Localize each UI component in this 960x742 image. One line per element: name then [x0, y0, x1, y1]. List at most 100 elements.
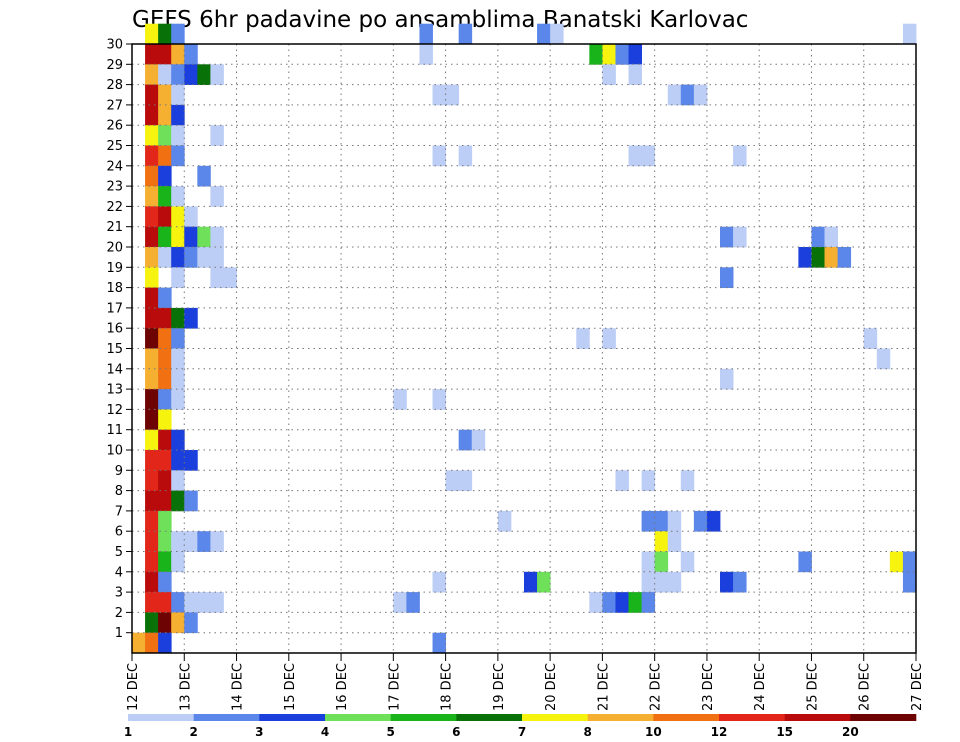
heatmap-cell: [889, 551, 904, 573]
heatmap-cell: [197, 592, 211, 613]
heatmap-cell: [680, 470, 695, 491]
y-tick-label: 14: [106, 362, 123, 377]
x-tick-label: 16 DEC: [335, 663, 350, 711]
y-tick-label: 27: [106, 98, 123, 113]
heatmap-cell: [145, 145, 159, 167]
heatmap-cell: [171, 125, 185, 146]
heatmap-cell: [432, 145, 446, 167]
heatmap-cell: [158, 145, 172, 167]
heatmap-cell: [158, 450, 172, 471]
heatmap-cell: [706, 510, 721, 532]
heatmap-cell: [654, 531, 669, 552]
heatmap-cell: [171, 44, 185, 65]
heatmap-cell: [615, 470, 629, 491]
heatmap-cell: [184, 612, 198, 634]
heatmap-cell: [524, 571, 538, 593]
y-tick-label: 1: [115, 626, 123, 641]
heatmap-cell: [406, 592, 420, 613]
heatmap-cell: [628, 44, 642, 65]
colorbar-swatch: [128, 714, 194, 721]
heatmap-cell: [602, 328, 616, 349]
heatmap-cell: [680, 551, 695, 573]
colorbar-swatch: [390, 714, 457, 721]
heatmap-cell: [628, 64, 642, 85]
heatmap-cell: [680, 84, 695, 106]
y-tick-label: 22: [106, 200, 123, 215]
heatmap-cell: [641, 145, 656, 167]
heatmap-cell: [798, 551, 812, 573]
heatmap-cell: [537, 23, 551, 45]
colorbar-swatch: [587, 714, 654, 721]
heatmap-cell: [432, 389, 446, 410]
heatmap-cell: [158, 348, 172, 370]
heatmap-cell: [615, 44, 629, 65]
heatmap-cell: [158, 531, 172, 552]
heatmap-cell: [171, 226, 185, 248]
heatmap-cell: [902, 551, 917, 573]
colorbar-tick-label: 8: [583, 725, 591, 739]
heatmap-cell: [171, 490, 185, 512]
heatmap-cell: [798, 247, 812, 268]
y-tick-label: 23: [106, 180, 123, 195]
heatmap-cell: [145, 612, 159, 634]
heatmap-cell: [171, 450, 185, 471]
heatmap-cell: [667, 531, 682, 552]
heatmap-cell: [667, 510, 682, 532]
heatmap-cell: [145, 287, 159, 309]
colorbar-tick-label: 4: [321, 725, 329, 739]
x-tick-label: 20 DEC: [544, 663, 559, 711]
y-tick-label: 4: [115, 565, 123, 580]
heatmap-cell: [654, 510, 669, 532]
heatmap-cell: [184, 64, 198, 85]
colorbar-tick-label: 1: [124, 725, 132, 739]
colorbar-tick-label: 12: [711, 725, 728, 739]
heatmap-cell: [145, 186, 159, 207]
heatmap-cell: [641, 510, 656, 532]
heatmap-cell: [667, 84, 682, 106]
colorbar-tick-label: 7: [518, 725, 526, 739]
heatmap-cell: [210, 64, 224, 85]
heatmap-cell: [145, 348, 159, 370]
heatmap-cell: [171, 84, 185, 106]
heatmap-cell: [837, 247, 852, 268]
heatmap-cell: [145, 490, 159, 512]
y-tick-label: 30: [106, 38, 123, 53]
heatmap-cell: [210, 226, 224, 248]
heatmap-cell: [145, 247, 159, 268]
heatmap-cell: [197, 165, 211, 187]
heatmap-cell: [145, 44, 159, 65]
heatmap-cell: [158, 592, 172, 613]
x-axis: 12 DEC 13 DEC 14 DEC 15 DEC 16 DEC 17 DEC 18 D…: [126, 653, 925, 711]
heatmap-cell: [393, 389, 407, 410]
heatmap-cell: [171, 23, 185, 45]
heatmap-cell: [158, 206, 172, 228]
heatmap-cell: [628, 145, 642, 167]
heatmap-cell: [537, 571, 551, 593]
heatmap-cell: [145, 125, 159, 146]
heatmap-cell: [171, 531, 185, 552]
colorbar-swatch: [522, 714, 588, 721]
heatmap-cell: [145, 510, 159, 532]
heatmap-cell: [158, 84, 172, 106]
heatmap-cell: [158, 510, 172, 532]
heatmap-cell: [184, 592, 198, 613]
colorbar: 1 2 3 4 5 6 7 8 10 12 15 20: [124, 714, 917, 739]
heatmap-cell: [145, 551, 159, 573]
x-tick-label: 18 DEC: [440, 663, 455, 711]
heatmap-cell: [158, 551, 172, 573]
heatmap-cell: [902, 571, 917, 593]
colorbar-tick-label: 3: [255, 725, 263, 739]
heatmap-cell: [184, 226, 198, 248]
x-tick-label: 21 DEC: [596, 663, 611, 711]
heatmap-cell: [210, 267, 224, 288]
heatmap-cell: [145, 64, 159, 85]
heatmap-cell: [184, 206, 198, 228]
y-tick-label: 17: [106, 301, 123, 316]
heatmap-cell: [210, 247, 224, 268]
heatmap-cell: [223, 267, 237, 288]
chart-title: GEFS 6hr padavine po ansamblima Banatski…: [132, 7, 748, 33]
heatmap-cell: [471, 429, 486, 451]
heatmap-cell: [145, 368, 159, 390]
heatmap-cell: [497, 510, 512, 532]
heatmap-cell: [145, 531, 159, 552]
